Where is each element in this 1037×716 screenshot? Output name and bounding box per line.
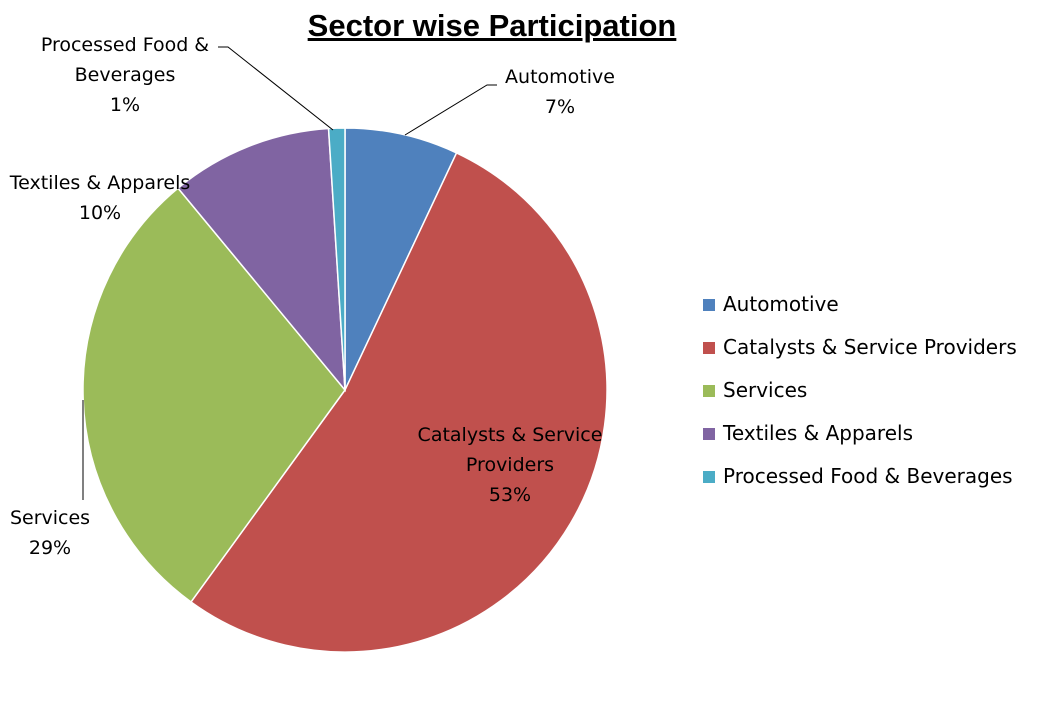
pie-slice: [327, 127, 346, 391]
pie-slice: [176, 127, 346, 393]
legend-label: Catalysts & Service Providers: [723, 335, 1017, 359]
data-label-category: Automotive: [505, 66, 615, 88]
data-label-category: Processed Food & Beverages: [40, 34, 210, 86]
pie-slice: [82, 187, 346, 604]
data-label-value: 53%: [488, 484, 532, 506]
data-label-value: 10%: [78, 202, 122, 224]
legend-item: Catalysts & Service Providers: [703, 335, 1017, 359]
legend-swatch: [703, 428, 715, 440]
legend-item: Textiles & Apparels: [703, 421, 913, 445]
data-label-value: 29%: [28, 537, 72, 559]
legend-swatch: [703, 471, 715, 483]
leader-line: [404, 84, 497, 136]
data-label: Catalysts & Service Providers 53%: [405, 420, 615, 510]
leader-line: [218, 46, 334, 131]
chart-title: Sector wise Participation: [307, 8, 677, 43]
legend-swatch: [703, 385, 715, 397]
legend-label: Processed Food & Beverages: [723, 464, 1013, 488]
legend-label: Services: [723, 378, 808, 402]
data-label: Automotive 7%: [480, 62, 640, 122]
legend-label: Textiles & Apparels: [723, 421, 913, 445]
data-label-category: Textiles & Apparels: [9, 172, 191, 194]
legend-label: Automotive: [723, 292, 839, 316]
legend-item: Services: [703, 378, 807, 402]
legend-item: Automotive: [703, 292, 839, 316]
legend-swatch: [703, 342, 715, 354]
data-label: Services 29%: [0, 503, 110, 563]
legend-swatch: [703, 299, 715, 311]
pie-slice: [189, 151, 608, 653]
data-label-category: Catalysts & Service Providers: [417, 424, 603, 476]
data-label-value: 7%: [544, 96, 576, 118]
data-label-category: Services: [9, 507, 91, 529]
data-label: Processed Food & Beverages 1%: [25, 30, 225, 120]
legend-item: Processed Food & Beverages: [703, 464, 1013, 488]
data-label-value: 1%: [109, 94, 141, 116]
data-label: Textiles & Apparels 10%: [0, 168, 200, 228]
pie-slice: [344, 127, 458, 391]
